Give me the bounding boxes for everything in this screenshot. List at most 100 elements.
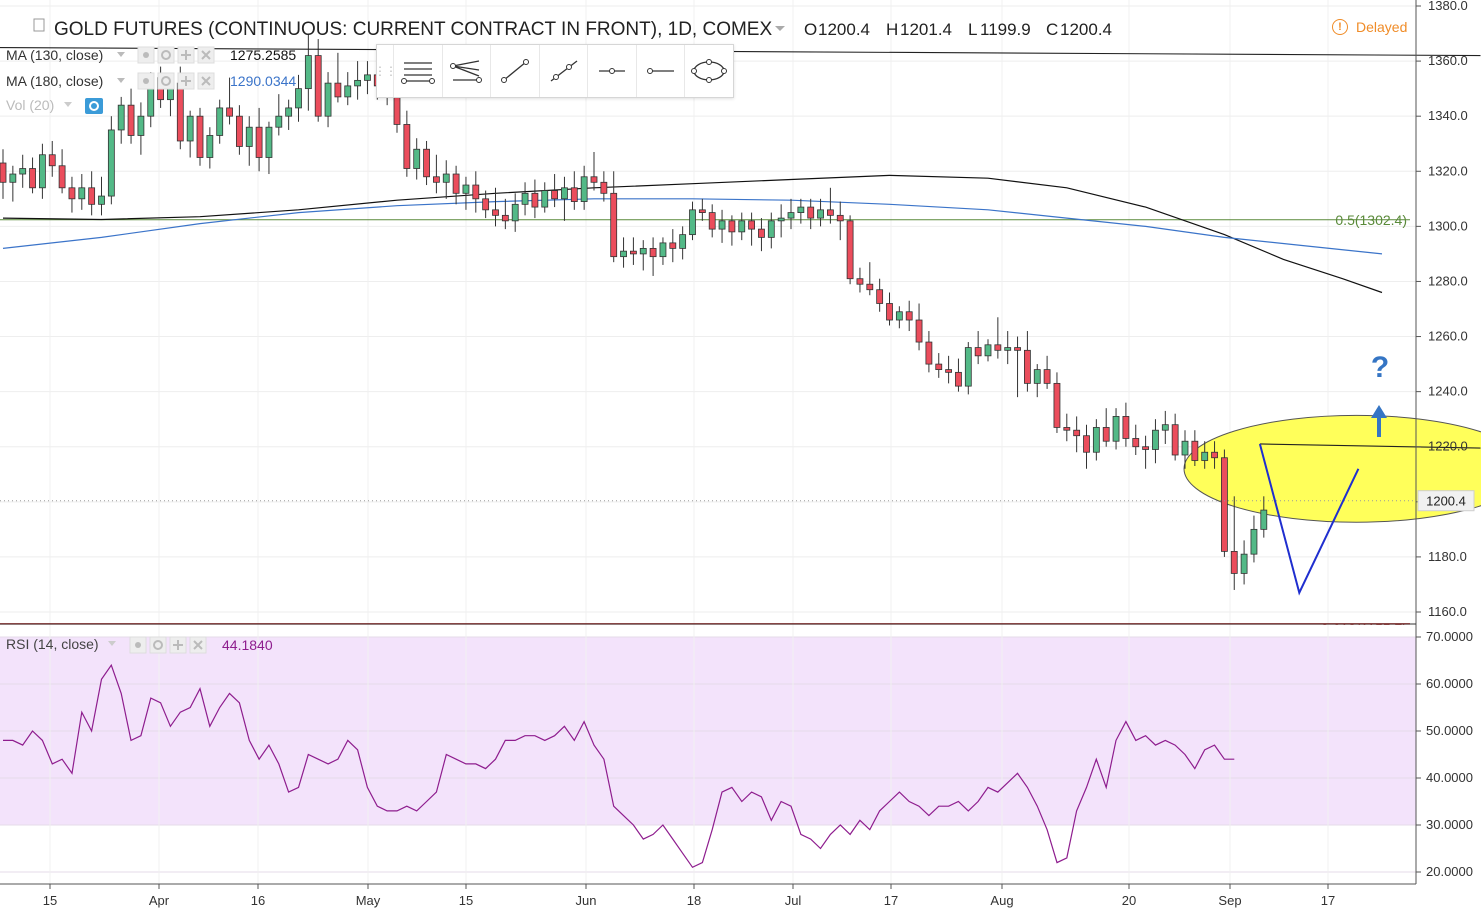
ma130-settings-icon (157, 46, 175, 64)
ohlc-close-value: 1200.4 (1060, 20, 1112, 39)
candle (531, 179, 539, 219)
candle (866, 262, 874, 296)
candle (669, 229, 677, 263)
fan-lines-icon[interactable] (441, 45, 491, 97)
horizontal-lines-icon[interactable] (393, 45, 442, 97)
time-axis[interactable]: 15 Apr 16 May 15 Jun 18 Jul 17 Aug 20 Sep 17 (43, 884, 1335, 908)
symbol-title[interactable]: GOLD FUTURES (CONTINUOUS: CURRENT CONTRA… (54, 19, 772, 40)
candle (29, 157, 36, 194)
legend-ma130[interactable]: MA (130, close) 1275.2585 (6, 46, 296, 64)
symbol-header[interactable]: GOLD FUTURES (CONTINUOUS: CURRENT CONTRA… (33, 18, 785, 40)
candle (1260, 496, 1268, 538)
fib-0.5-label: 0.5(1302.4) (1335, 212, 1407, 228)
question-mark-annotation[interactable]: ? (1371, 351, 1389, 384)
time-tick-label: Sep (1218, 893, 1241, 908)
time-tick-label: 15 (459, 893, 473, 908)
rsi-axis[interactable]: 20.0000 30.0000 40.0000 50.0000 60.0000 70.00… (1416, 629, 1473, 879)
candle (492, 187, 499, 227)
candle (423, 140, 430, 186)
v-pattern-line[interactable] (1258, 443, 1360, 596)
candle (1053, 372, 1061, 433)
ohlc-open-value: 1200.4 (818, 20, 870, 39)
candle (1063, 413, 1071, 442)
ray-icon[interactable] (538, 45, 588, 97)
delayed-badge[interactable]: ! Delayed (1332, 16, 1407, 38)
candle (1033, 364, 1041, 398)
price-pane[interactable] (0, 0, 1416, 622)
up-arrow-icon[interactable] (1371, 405, 1387, 437)
ohlc-close-key: C (1046, 20, 1058, 39)
ma180-settings-icon (157, 72, 175, 90)
candle (68, 176, 76, 213)
price-tick-label: 1300.0 (1428, 218, 1468, 233)
candle (1092, 419, 1100, 461)
segment-icon[interactable] (635, 45, 685, 97)
volume-dropdown-icon (64, 102, 72, 107)
fib-0.618-label: 0.618(1155.7) (1321, 621, 1407, 637)
candle (620, 237, 627, 268)
trend-line-icon[interactable] (490, 45, 539, 97)
ma180-dropdown-icon (117, 78, 125, 83)
candle (1230, 496, 1238, 590)
horizontal-ray-icon[interactable] (587, 45, 636, 97)
volume-label: Vol (20) (6, 97, 54, 113)
candle (748, 212, 755, 246)
candle (88, 171, 96, 216)
legend-ma180[interactable]: MA (180, close) 1290.0344 (6, 72, 296, 90)
neckline-trend-line[interactable] (1259, 443, 1481, 449)
ohlc-values: O 1200.4 H 1201.4 L 1199.9 C 1200.4 (804, 20, 1112, 39)
ellipse-icon[interactable] (684, 45, 733, 97)
candle (501, 198, 509, 230)
time-tick-label: 15 (43, 893, 57, 908)
price-tick-label: 1180.0 (1428, 549, 1467, 564)
candle (354, 61, 362, 100)
candle (1181, 430, 1189, 469)
candle (403, 110, 411, 177)
candle (767, 212, 775, 249)
price-axis[interactable]: 1160.01180.01200.01220.01240.01260.01280… (1416, 0, 1468, 619)
title-dropdown-icon[interactable] (775, 26, 785, 31)
candle (1240, 540, 1248, 585)
candle (797, 198, 805, 224)
candle (196, 107, 204, 166)
candle (1024, 331, 1031, 392)
ma180-value: 1290.0344 (230, 73, 296, 89)
rsi-pane[interactable] (0, 636, 1416, 873)
candle (285, 99, 293, 130)
candle (186, 110, 194, 158)
candle (580, 165, 588, 210)
candle (275, 94, 283, 136)
ohlc-high-value: 1201.4 (900, 20, 952, 39)
time-tick-label: 17 (1321, 893, 1335, 908)
candle (610, 171, 618, 263)
ma180-add-icon (177, 72, 195, 90)
candle (304, 33, 312, 111)
price-tick-label: 1260.0 (1428, 329, 1468, 344)
candle (708, 204, 716, 238)
candle (935, 353, 943, 378)
candle (1201, 441, 1209, 469)
legend-rsi[interactable]: RSI (14, close) 44.1840 (6, 636, 273, 654)
legend-volume[interactable]: Vol (20) (6, 97, 103, 114)
price-tick-label: 1220.0 (1428, 439, 1468, 454)
candle (679, 226, 687, 260)
candle (511, 193, 519, 232)
highlight-ellipse[interactable] (1183, 414, 1481, 523)
candle (0, 149, 7, 199)
toolbar-drag-handle-icon[interactable]: ⋮⋮ (374, 64, 397, 78)
candle (295, 74, 302, 122)
drawing-toolbar[interactable]: ⋮⋮ (374, 44, 734, 98)
candle (1250, 515, 1258, 563)
collapse-icon[interactable] (33, 18, 45, 32)
clock-warning-icon: ! (1332, 19, 1348, 35)
price-tick-label: 1280.0 (1428, 273, 1468, 288)
time-tick-label: 16 (251, 893, 265, 908)
rsi-eye-icon (129, 636, 147, 654)
candle (659, 237, 667, 265)
candle (235, 105, 243, 155)
candle (600, 171, 608, 202)
rsi-tick-label: 20.0000 (1426, 864, 1473, 879)
rsi-label: RSI (14, close) (6, 636, 99, 652)
highlight-layer[interactable] (1183, 414, 1481, 523)
